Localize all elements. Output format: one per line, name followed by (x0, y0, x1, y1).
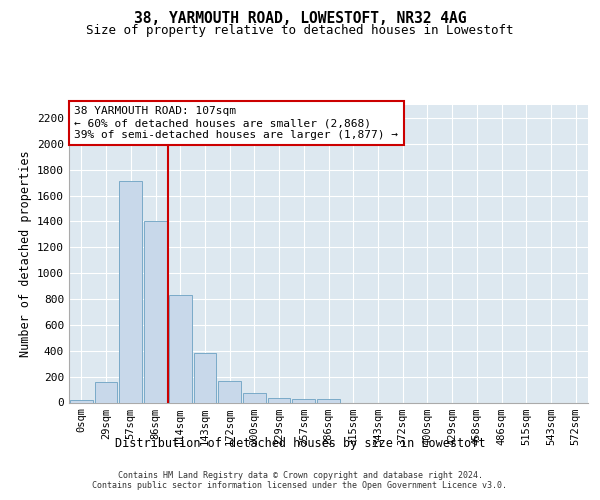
Bar (243, 394, 266, 402)
Text: Size of property relative to detached houses in Lowestoft: Size of property relative to detached ho… (86, 24, 514, 37)
Bar (169, 295, 191, 403)
Bar (70, 400, 93, 402)
Bar (144, 222, 167, 402)
Text: Distribution of detached houses by size in Lowestoft: Distribution of detached houses by size … (115, 438, 485, 450)
Bar (292, 399, 315, 402)
Bar (317, 398, 340, 402)
Bar (218, 381, 241, 402)
Bar (95, 382, 118, 402)
Bar (268, 398, 290, 402)
Text: Contains HM Land Registry data © Crown copyright and database right 2024.
Contai: Contains HM Land Registry data © Crown c… (92, 470, 508, 490)
Y-axis label: Number of detached properties: Number of detached properties (19, 150, 32, 357)
Text: 38 YARMOUTH ROAD: 107sqm
← 60% of detached houses are smaller (2,868)
39% of sem: 38 YARMOUTH ROAD: 107sqm ← 60% of detach… (74, 106, 398, 140)
Bar (119, 182, 142, 402)
Bar (194, 352, 216, 403)
Text: 38, YARMOUTH ROAD, LOWESTOFT, NR32 4AG: 38, YARMOUTH ROAD, LOWESTOFT, NR32 4AG (134, 11, 466, 26)
